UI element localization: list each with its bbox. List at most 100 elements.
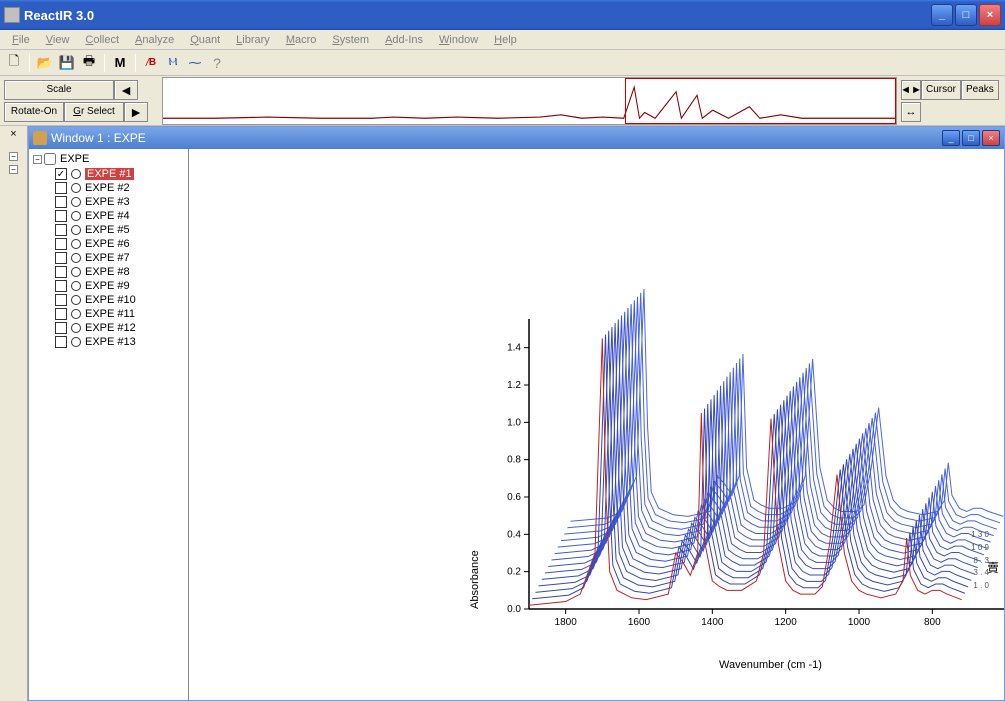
tree-item[interactable]: EXPE #4 [55,209,184,223]
checkbox-icon[interactable] [55,196,67,208]
control-row: Scale ◄ Rotate-On Gr Select ► ◄► Cursor … [0,76,1005,126]
checkbox-icon[interactable] [55,322,67,334]
radio-icon[interactable] [71,253,81,263]
tree-item-label[interactable]: EXPE #9 [85,280,130,292]
menu-add-ins[interactable]: Add-Ins [377,32,431,48]
arrow-right-button[interactable]: ► [124,102,148,122]
pan-horiz-icon[interactable]: ↔ [901,102,921,122]
spectrum-tool-icon[interactable]: Ⲙ [163,53,183,73]
print-icon[interactable]: 🖶 [79,53,99,73]
checkbox-icon[interactable]: ✓ [55,168,67,180]
wave-tool-icon[interactable]: ⁓ [185,53,205,73]
radio-icon[interactable] [71,183,81,193]
open-icon[interactable]: 📂 [35,53,55,73]
tree-item[interactable]: EXPE #12 [55,321,184,335]
radio-icon[interactable] [71,267,81,277]
svg-text:0.4: 0.4 [507,529,521,540]
inner-close-button[interactable]: × [982,130,1000,146]
tree-item-label[interactable]: EXPE #6 [85,238,130,250]
radio-icon[interactable] [71,281,81,291]
tree-item[interactable]: EXPE #13 [55,335,184,349]
checkbox-icon[interactable] [55,210,67,222]
radio-icon[interactable] [71,225,81,235]
tree-item-label[interactable]: EXPE #4 [85,210,130,222]
arrow-left-button[interactable]: ◄ [114,80,138,100]
tree-item-label[interactable]: EXPE #11 [85,308,135,320]
minimize-button[interactable]: _ [931,4,953,26]
peaks-button[interactable]: Peaks [961,80,999,100]
tree-item[interactable]: EXPE #5 [55,223,184,237]
radio-icon[interactable] [71,337,81,347]
tree-item[interactable]: ✓ EXPE #1 [55,167,184,181]
tree-item[interactable]: EXPE #10 [55,293,184,307]
save-icon[interactable]: 💾 [57,53,77,73]
tree-item-label[interactable]: EXPE #12 [85,322,136,334]
checkbox-icon[interactable] [55,238,67,250]
menu-macro[interactable]: Macro [278,32,325,48]
tree-item[interactable]: EXPE #7 [55,251,184,265]
inner-maximize-button[interactable]: □ [962,130,980,146]
tree-root-label[interactable]: EXPE [60,153,89,165]
tree-collapse-icon[interactable]: − [9,152,18,161]
scale-button[interactable]: Scale [4,80,114,100]
spectrum-chart[interactable]: 0.00.20.40.60.81.01.21.41800160014001200… [189,149,1004,700]
radio-icon[interactable] [71,295,81,305]
main-area: × − − Window 1 : EXPE _ □ × − EXPE ✓EXPE… [0,126,1005,701]
zoom-horiz-icon[interactable]: ◄► [901,80,921,100]
tree-item[interactable]: EXPE #11 [55,307,184,321]
maximize-button[interactable]: □ [955,4,977,26]
new-icon[interactable]: 🗋 [4,53,24,73]
radio-icon[interactable] [71,239,81,249]
tree-root-checkbox[interactable] [44,153,56,165]
tree-item[interactable]: EXPE #2 [55,181,184,195]
checkbox-icon[interactable] [55,266,67,278]
tree-item-label[interactable]: EXPE #8 [85,266,130,278]
tree-collapse-icon[interactable]: − [9,165,18,174]
menu-library[interactable]: Library [228,32,278,48]
checkbox-icon[interactable] [55,308,67,320]
menu-view[interactable]: View [38,32,78,48]
chart-panel[interactable]: 0.00.20.40.60.81.01.21.41800160014001200… [189,149,1004,700]
inner-minimize-button[interactable]: _ [942,130,960,146]
overview-chart[interactable] [162,77,897,125]
tree-item-label[interactable]: EXPE #1 [85,168,134,180]
panel-close-icon[interactable]: × [10,128,16,140]
checkbox-icon[interactable] [55,336,67,348]
menu-file[interactable]: File [4,32,38,48]
tree-item[interactable]: EXPE #6 [55,237,184,251]
checkbox-icon[interactable] [55,182,67,194]
tree-item-label[interactable]: EXPE #2 [85,182,130,194]
y-axis-label: Absorbance [469,550,481,609]
menu-system[interactable]: System [324,32,377,48]
menu-help[interactable]: Help [486,32,525,48]
radio-icon[interactable] [71,323,81,333]
tree-item-label[interactable]: EXPE #10 [85,294,136,306]
tree-item[interactable]: EXPE #9 [55,279,184,293]
tree-item-label[interactable]: EXPE #13 [85,336,136,348]
tree-item[interactable]: EXPE #8 [55,265,184,279]
tree-item-label[interactable]: EXPE #3 [85,196,130,208]
radio-icon[interactable] [71,169,81,179]
checkbox-icon[interactable] [55,224,67,236]
tree-item-label[interactable]: EXPE #7 [85,252,130,264]
close-button[interactable]: × [979,4,1001,26]
checkbox-icon[interactable] [55,252,67,264]
radio-icon[interactable] [71,211,81,221]
checkbox-icon[interactable] [55,280,67,292]
m-button[interactable]: M [110,53,130,73]
radio-icon[interactable] [71,309,81,319]
checkbox-icon[interactable] [55,294,67,306]
b-tool-icon[interactable]: /B [141,53,161,73]
tree-item-label[interactable]: EXPE #5 [85,224,130,236]
gr-select-button[interactable]: Gr Select [64,102,124,122]
menu-window[interactable]: Window [431,32,486,48]
tree-root-toggle-icon[interactable]: − [33,155,42,164]
menu-collect[interactable]: Collect [77,32,127,48]
radio-icon[interactable] [71,197,81,207]
menu-analyze[interactable]: Analyze [127,32,182,48]
cursor-button[interactable]: Cursor [921,80,961,100]
tree-item[interactable]: EXPE #3 [55,195,184,209]
help-icon[interactable]: ? [207,53,227,73]
rotate-button[interactable]: Rotate-On [4,102,64,122]
menu-quant[interactable]: Quant [182,32,228,48]
